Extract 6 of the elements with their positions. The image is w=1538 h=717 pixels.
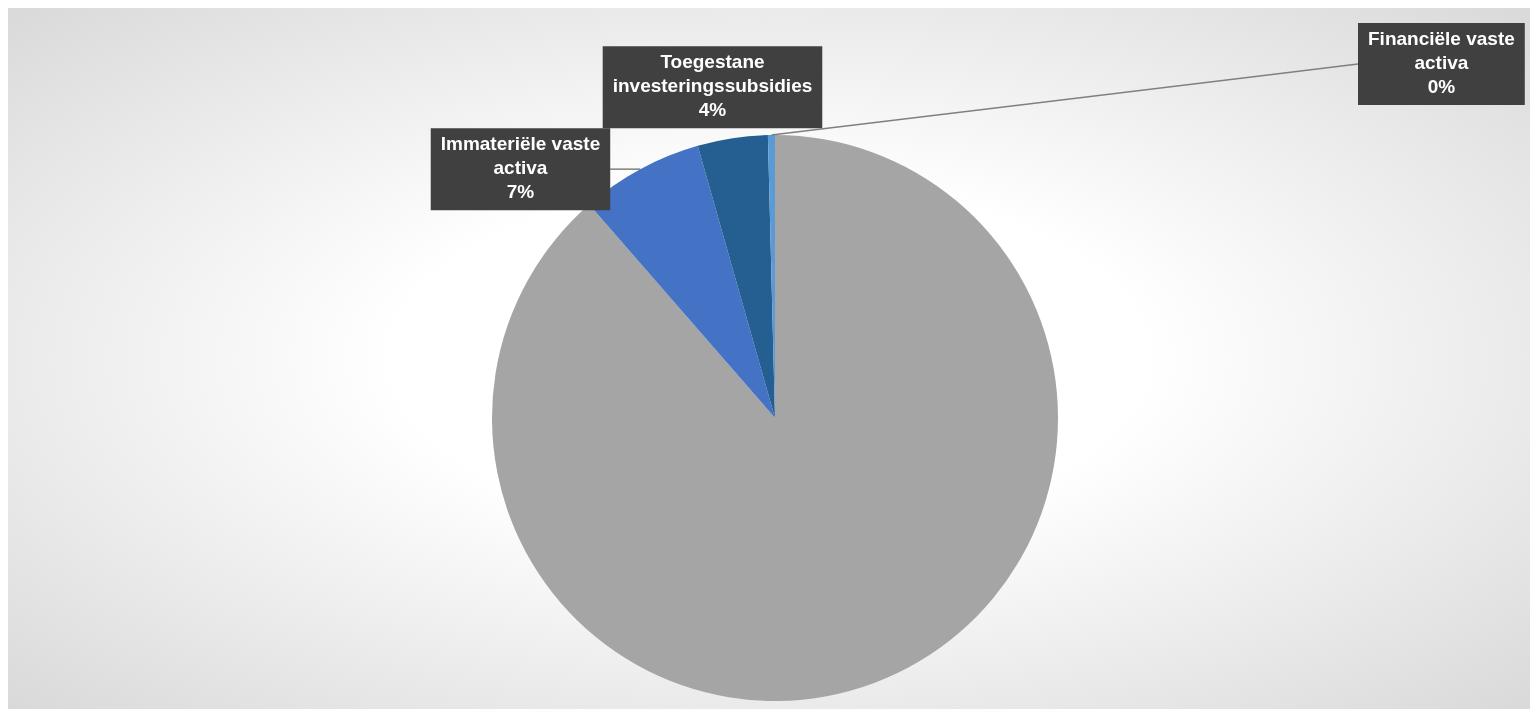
slice-label: Immateriële vaste activa — [440, 133, 601, 179]
slice-label: Financiële vaste activa — [1368, 28, 1515, 74]
slice-label: Toegestane investeringssubsidies — [612, 51, 813, 97]
data-label: 0% — [1427, 76, 1456, 98]
data-label: 4% — [698, 99, 727, 121]
data-label: 7% — [506, 181, 535, 203]
